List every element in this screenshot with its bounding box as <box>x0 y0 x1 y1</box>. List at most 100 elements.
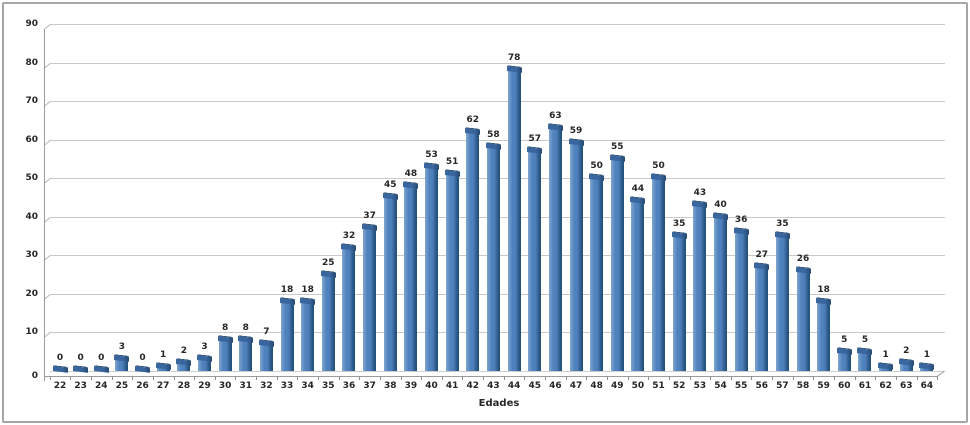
bar-age-38 <box>383 197 397 371</box>
bar-value-label: 59 <box>569 126 583 137</box>
bar-age-39 <box>404 185 418 371</box>
x-axis-tick <box>90 376 92 380</box>
x-tick-label: 38 <box>383 381 397 391</box>
x-axis-tick <box>276 376 278 380</box>
bar-value-label: 18 <box>280 284 294 295</box>
x-axis-tick <box>586 376 588 380</box>
x-tick-label: 45 <box>528 381 541 391</box>
bar-age-49 <box>610 158 624 371</box>
x-axis-tick <box>689 376 691 380</box>
bar-value-label: 45 <box>383 180 397 191</box>
bar-age-47 <box>569 143 583 371</box>
x-tick-label: 60 <box>838 381 851 391</box>
x-tick-label: 61 <box>858 381 872 391</box>
x-tick-label: 58 <box>796 381 810 391</box>
bar-value-label: 40 <box>714 199 727 210</box>
x-tick-label: 40 <box>425 381 438 391</box>
bar-age-37 <box>363 228 377 371</box>
x-axis-tick <box>895 376 897 380</box>
bar-value-label: 0 <box>98 353 105 363</box>
x-tick-label: 63 <box>899 381 913 391</box>
bar-value-label: 18 <box>301 284 314 295</box>
bar-age-33 <box>280 301 294 371</box>
x-axis-tick <box>606 376 608 380</box>
bar-value-label: 62 <box>466 114 480 125</box>
bar-value-label: 2 <box>903 346 910 357</box>
x-axis-tick <box>524 376 526 380</box>
x-axis-tick <box>668 376 670 380</box>
x-tick-label: 43 <box>487 381 500 391</box>
bar-age-51 <box>652 178 666 371</box>
x-axis-tick <box>916 376 918 380</box>
bar-age-59 <box>817 301 831 371</box>
x-axis-tick <box>359 376 361 380</box>
bar-age-41 <box>445 174 459 371</box>
bar-value-label: 36 <box>734 215 748 226</box>
x-axis-title: Edades <box>478 398 520 409</box>
x-axis-tick <box>297 376 299 380</box>
bar-age-34 <box>301 301 315 371</box>
x-tick-label: 29 <box>198 381 211 391</box>
y-tick-label: 40 <box>25 211 38 222</box>
bar-age-60 <box>837 351 851 371</box>
bar-value-label: 0 <box>139 353 146 363</box>
bar-age-30 <box>218 340 232 371</box>
y-axis-line <box>44 28 45 381</box>
y-tick-label: 10 <box>25 327 38 338</box>
bar-value-label: 3 <box>118 342 126 353</box>
bar-value-label: 48 <box>404 168 418 179</box>
x-tick-label: 27 <box>156 381 170 391</box>
x-axis-tick <box>173 376 175 380</box>
bar-value-label: 53 <box>425 149 438 160</box>
x-tick-label: 28 <box>177 381 191 391</box>
x-axis-tick <box>194 376 196 380</box>
bar-age-43 <box>486 147 500 371</box>
x-axis-tick <box>421 376 423 380</box>
x-tick-label: 34 <box>301 381 314 391</box>
x-tick-label: 35 <box>322 381 335 391</box>
bar-age-56 <box>755 266 769 371</box>
bar-top-cap <box>816 296 832 305</box>
bar-top-cap <box>341 242 357 251</box>
x-axis-tick <box>503 376 505 380</box>
x-tick-label: 57 <box>776 381 789 391</box>
bar-top-cap <box>320 269 336 278</box>
bar-value-label: 1 <box>923 350 930 361</box>
x-tick-label: 23 <box>74 381 87 391</box>
bar-age-63 <box>899 363 913 371</box>
bar-age-54 <box>713 216 727 371</box>
x-tick-label: 49 <box>611 381 624 391</box>
x-axis-tick <box>132 376 134 380</box>
bar-value-label: 8 <box>242 323 249 334</box>
x-tick-label: 33 <box>280 381 294 391</box>
x-axis-tick <box>772 376 774 380</box>
bar-age-45 <box>528 151 542 371</box>
bar-value-label: 44 <box>631 184 645 195</box>
plot-floor-back-edge <box>50 371 945 372</box>
y-tick-label: 30 <box>25 250 38 261</box>
y-tick-label: 70 <box>25 96 38 107</box>
bar-age-25 <box>115 359 129 371</box>
bar-age-52 <box>672 236 686 371</box>
x-tick-label: 37 <box>363 381 376 391</box>
x-tick-label: 64 <box>920 381 934 391</box>
bar-value-label: 18 <box>817 284 830 295</box>
bar-value-label: 78 <box>507 53 521 64</box>
x-axis-tick <box>379 376 381 380</box>
x-axis-tick <box>483 376 485 380</box>
bar-age-36 <box>342 247 356 371</box>
x-tick-label: 36 <box>342 381 356 391</box>
bar-value-label: 43 <box>693 188 707 199</box>
gridline <box>50 62 945 64</box>
bar-value-label: 0 <box>77 353 84 363</box>
bar-age-55 <box>734 232 748 371</box>
x-tick-label: 26 <box>136 381 149 391</box>
bar-age-44 <box>507 70 521 371</box>
x-axis-tick <box>235 376 237 380</box>
bar-value-label: 27 <box>755 249 769 260</box>
bar-value-label: 37 <box>363 211 376 222</box>
bar-top-cap <box>279 296 295 305</box>
x-axis-tick <box>256 376 258 380</box>
x-tick-label: 31 <box>239 381 253 391</box>
